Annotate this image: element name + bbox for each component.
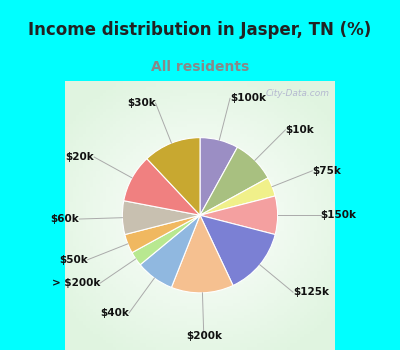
Wedge shape <box>200 147 268 215</box>
Text: $40k: $40k <box>100 308 129 318</box>
Text: Income distribution in Jasper, TN (%): Income distribution in Jasper, TN (%) <box>28 21 372 39</box>
Wedge shape <box>200 178 275 215</box>
Wedge shape <box>140 215 200 287</box>
Text: City-Data.com: City-Data.com <box>265 89 329 98</box>
Text: > $200k: > $200k <box>52 278 100 288</box>
Text: All residents: All residents <box>151 61 249 75</box>
Text: $20k: $20k <box>66 152 94 162</box>
Text: $200k: $200k <box>186 331 222 341</box>
Text: $100k: $100k <box>230 93 266 103</box>
Wedge shape <box>172 215 233 293</box>
Text: $75k: $75k <box>312 166 341 176</box>
Wedge shape <box>200 196 278 235</box>
Wedge shape <box>132 215 200 265</box>
Text: $125k: $125k <box>293 287 329 297</box>
Wedge shape <box>122 201 200 234</box>
Wedge shape <box>200 215 275 286</box>
Wedge shape <box>147 138 200 215</box>
Wedge shape <box>200 138 237 215</box>
Text: $30k: $30k <box>127 98 156 108</box>
Text: $60k: $60k <box>50 214 79 224</box>
Text: $150k: $150k <box>321 210 357 220</box>
Wedge shape <box>125 215 200 253</box>
Text: $10k: $10k <box>285 125 314 135</box>
Wedge shape <box>124 159 200 215</box>
Text: $50k: $50k <box>59 255 88 265</box>
